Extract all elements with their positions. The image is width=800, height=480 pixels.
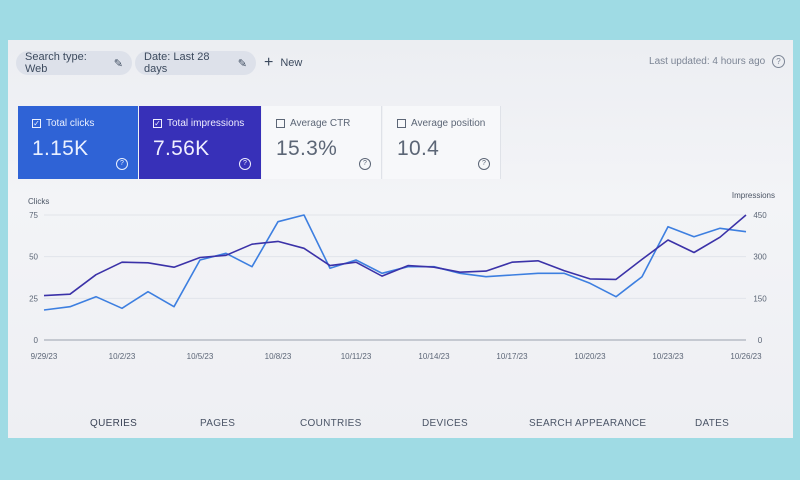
- y-tick-left: 0: [34, 336, 39, 345]
- checkbox-unchecked-icon[interactable]: [397, 119, 406, 128]
- filter-bar: Search type: Web ✎ Date: Last 28 days ✎ …: [8, 40, 793, 84]
- y-tick-right: 450: [753, 211, 767, 220]
- metric-value: 1.15K: [32, 137, 89, 160]
- x-tick-label: 10/17/23: [496, 352, 528, 361]
- x-tick-label: 10/26/23: [730, 352, 762, 361]
- y-axis-title-right: Impressions: [732, 191, 775, 200]
- metric-card-average-position[interactable]: Average position 10.4 ?: [383, 106, 501, 179]
- help-icon[interactable]: ?: [478, 158, 490, 170]
- metric-label: Average position: [411, 118, 486, 129]
- series-line-impressions: [43, 214, 747, 297]
- last-updated: Last updated: 4 hours ago ?: [649, 55, 785, 68]
- metric-value: 7.56K: [153, 137, 210, 160]
- new-label: New: [280, 57, 303, 69]
- new-filter-button[interactable]: + New: [264, 51, 302, 75]
- help-icon[interactable]: ?: [772, 55, 785, 68]
- metric-label: Average CTR: [290, 118, 351, 129]
- date-filter[interactable]: Date: Last 28 days ✎: [135, 51, 256, 75]
- help-icon[interactable]: ?: [116, 158, 128, 170]
- metric-label: Total impressions: [167, 118, 245, 129]
- tab-devices[interactable]: DEVICES: [422, 418, 469, 429]
- plus-icon: +: [264, 54, 274, 71]
- metric-value: 10.4: [397, 137, 440, 160]
- date-label: Date: Last 28 days: [144, 51, 210, 75]
- performance-chart: 0 25 50 75 0 150 300 450 Clicks Impressions 9/29/2…: [28, 191, 775, 361]
- metric-card-total-impressions[interactable]: ✓ Total impressions 7.56K ?: [139, 106, 261, 179]
- tab-countries[interactable]: COUNTRIES: [300, 418, 362, 429]
- x-tick-label: 9/29/23: [31, 352, 58, 361]
- metric-label: Total clicks: [46, 118, 95, 129]
- pencil-icon: ✎: [237, 57, 247, 70]
- x-tick-label: 10/5/23: [187, 352, 214, 361]
- x-tick-label: 10/8/23: [265, 352, 292, 361]
- tab-dates[interactable]: DATES: [695, 418, 730, 429]
- report-tabs: QUERIES PAGES COUNTRIES DEVICES SEARCH A…: [8, 410, 793, 436]
- x-tick-label: 10/11/23: [341, 352, 372, 361]
- y-tick-left: 75: [29, 211, 38, 220]
- metric-value: 15.3%: [276, 137, 338, 160]
- y-axis-title-left: Clicks: [28, 197, 49, 206]
- checkbox-checked-icon[interactable]: ✓: [32, 119, 41, 128]
- tab-queries[interactable]: QUERIES: [90, 418, 138, 429]
- y-tick-right: 300: [753, 253, 767, 262]
- search-type-label: Search type: Web: [25, 51, 87, 75]
- tab-pages[interactable]: PAGES: [200, 418, 236, 429]
- tab-search-appearance[interactable]: SEARCH APPEARANCE: [529, 418, 647, 429]
- x-tick-label: 10/14/23: [418, 352, 450, 361]
- x-tick-label: 10/23/23: [652, 352, 684, 361]
- y-tick-left: 25: [29, 294, 38, 303]
- x-tick-label: 10/20/23: [574, 352, 606, 361]
- y-tick-right: 150: [753, 294, 767, 303]
- last-updated-text: Last updated: 4 hours ago: [649, 56, 766, 67]
- help-icon[interactable]: ?: [359, 158, 371, 170]
- metric-card-average-ctr[interactable]: Average CTR 15.3% ?: [262, 106, 382, 179]
- pencil-icon: ✎: [113, 57, 123, 70]
- metric-card-total-clicks[interactable]: ✓ Total clicks 1.15K ?: [18, 106, 138, 179]
- help-icon[interactable]: ?: [239, 158, 251, 170]
- y-tick-left: 50: [29, 253, 38, 262]
- checkbox-unchecked-icon[interactable]: [276, 119, 285, 128]
- checkbox-checked-icon[interactable]: ✓: [153, 119, 162, 128]
- search-type-filter[interactable]: Search type: Web ✎: [16, 51, 132, 75]
- x-tick-label: 10/2/23: [109, 352, 136, 361]
- search-console-screen: Search type: Web ✎ Date: Last 28 days ✎ …: [8, 40, 793, 438]
- y-tick-right: 0: [758, 336, 763, 345]
